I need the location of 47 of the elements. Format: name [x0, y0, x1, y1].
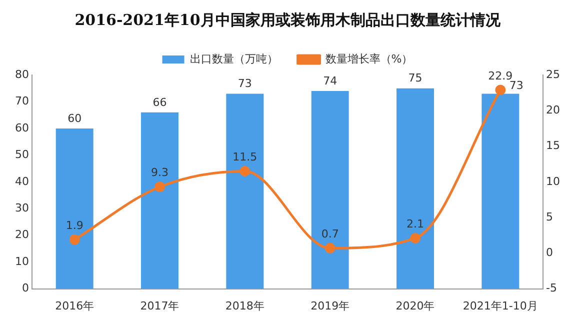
y2-tick-label: 15 — [546, 139, 560, 152]
y-tick-label: 70 — [14, 94, 29, 108]
bar — [311, 91, 349, 289]
x-tick-label: 2017年 — [140, 299, 180, 312]
x-tick-label: 2019年 — [310, 299, 350, 312]
data-label: 1.9 — [66, 218, 84, 232]
point — [154, 182, 165, 192]
point — [240, 166, 250, 176]
data-label: 73 — [238, 77, 252, 90]
bar — [396, 88, 434, 289]
y-tick-label: 40 — [14, 174, 29, 188]
data-label: 66 — [152, 96, 167, 109]
y-tick-label: 20 — [14, 228, 29, 242]
y2-tick-label: -5 — [546, 282, 557, 295]
legend-label: 出口数量（万吨） — [190, 52, 278, 66]
data-label: 2.1 — [406, 218, 424, 231]
y2-tick-label: 20 — [546, 103, 560, 116]
y2-tick-label: 5 — [546, 210, 554, 224]
point — [69, 234, 80, 245]
data-label: 60 — [68, 112, 82, 125]
x-tick-label: 2021年1-10月 — [462, 299, 538, 312]
data-label: 11.5 — [232, 150, 258, 164]
y-tick-label: 30 — [14, 201, 29, 214]
bar — [141, 112, 178, 289]
data-label: 0.7 — [321, 228, 339, 241]
point — [324, 242, 336, 254]
y2-tick-label: 10 — [546, 174, 560, 188]
legend-label: 数量增长率（%） — [325, 52, 413, 66]
chart-title: 2016-2021年10月中国家用或装饰用木制品出口数量统计情况 — [74, 10, 502, 29]
point — [410, 232, 420, 244]
data-label: 75 — [408, 72, 422, 85]
data-label: 9.3 — [151, 166, 168, 180]
y2-tick-label: 25 — [546, 68, 560, 81]
y-tick-label: 60 — [14, 121, 29, 134]
point — [495, 84, 506, 96]
x-tick-label: 2016年 — [55, 299, 94, 312]
y-tick-label: 80 — [14, 68, 29, 81]
y-tick-label: 10 — [14, 254, 29, 268]
bar — [226, 94, 264, 289]
bar — [482, 94, 520, 289]
y-tick-label: 0 — [22, 282, 29, 295]
y-tick-label: 50 — [14, 148, 29, 162]
bar — [56, 128, 94, 289]
x-tick-label: 2020年 — [396, 299, 435, 312]
y2-tick-label: 0 — [546, 246, 554, 260]
data-label: 74 — [323, 74, 338, 88]
x-tick-label: 2018年 — [225, 299, 264, 312]
